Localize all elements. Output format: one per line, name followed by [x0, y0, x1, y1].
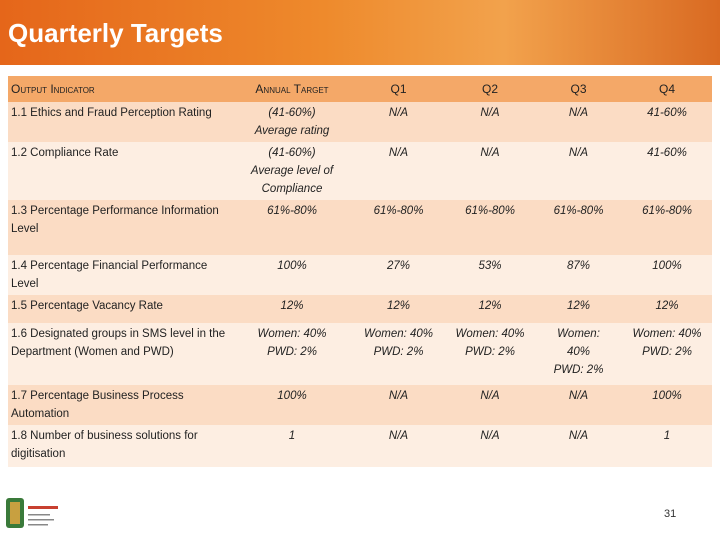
- table-row: 1.1 Ethics and Fraud Perception Rating (4…: [8, 102, 712, 142]
- target-cell: 12%: [445, 295, 535, 323]
- target-cell: Women: 40% PWD: 2%: [232, 323, 352, 385]
- target-cell: N/A: [535, 385, 622, 425]
- table-row: 1.4 Percentage Financial Performance Lev…: [8, 255, 712, 295]
- target-cell: 12%: [232, 295, 352, 323]
- target-cell: N/A: [445, 142, 535, 200]
- column-header: Q3: [535, 76, 622, 102]
- target-cell: Women: 40% PWD: 2%: [622, 323, 712, 385]
- indicator-cell: 1.6 Designated groups in SMS level in th…: [8, 323, 232, 385]
- target-cell: 100%: [622, 255, 712, 295]
- target-cell: (41-60%) Average level of Compliance: [232, 142, 352, 200]
- target-cell: N/A: [352, 425, 445, 467]
- indicator-cell: 1.2 Compliance Rate: [8, 142, 232, 200]
- indicator-cell: 1.3 Percentage Performance Information L…: [8, 200, 232, 255]
- target-cell: 100%: [232, 255, 352, 295]
- target-cell: 61%-80%: [352, 200, 445, 255]
- title-banner: [0, 0, 720, 65]
- target-cell: 41-60%: [622, 102, 712, 142]
- target-cell: Women: 40% PWD: 2%: [535, 323, 622, 385]
- header-row: Output Indicator Annual Target Q1 Q2 Q3 Q4: [8, 76, 712, 102]
- target-cell: 12%: [352, 295, 445, 323]
- slide-title: Quarterly Targets: [8, 18, 223, 48]
- target-cell: 12%: [535, 295, 622, 323]
- indicator-cell: 1.7 Percentage Business Process Automati…: [8, 385, 232, 425]
- target-cell: N/A: [535, 102, 622, 142]
- target-cell: Women: 40% PWD: 2%: [352, 323, 445, 385]
- target-cell: 12%: [622, 295, 712, 323]
- target-cell: N/A: [352, 142, 445, 200]
- target-cell: 1: [232, 425, 352, 467]
- table-row: 1.5 Percentage Vacancy Rate 12% 12% 12% 12% 1…: [8, 295, 712, 323]
- indicator-cell: 1.8 Number of business solutions for dig…: [8, 425, 232, 467]
- target-cell: N/A: [445, 102, 535, 142]
- target-cell: N/A: [535, 425, 622, 467]
- indicator-cell: 1.5 Percentage Vacancy Rate: [8, 295, 232, 323]
- target-cell: (41-60%) Average rating: [232, 102, 352, 142]
- table-row: 1.7 Percentage Business Process Automati…: [8, 385, 712, 425]
- column-header: Output Indicator: [8, 76, 232, 102]
- targets-table: Output Indicator Annual Target Q1 Q2 Q3 Q4 1.…: [8, 76, 712, 467]
- target-cell: 27%: [352, 255, 445, 295]
- target-cell: Women: 40% PWD: 2%: [445, 323, 535, 385]
- target-cell: 100%: [622, 385, 712, 425]
- target-cell: N/A: [352, 385, 445, 425]
- column-header: Q2: [445, 76, 535, 102]
- target-cell: 41-60%: [622, 142, 712, 200]
- column-header: Q1: [352, 76, 445, 102]
- target-cell: 1: [622, 425, 712, 467]
- target-cell: 61%-80%: [445, 200, 535, 255]
- target-cell: 87%: [535, 255, 622, 295]
- table-row: 1.6 Designated groups in SMS level in th…: [8, 323, 712, 385]
- indicator-cell: 1.4 Percentage Financial Performance Lev…: [8, 255, 232, 295]
- column-header: Q4: [622, 76, 712, 102]
- target-cell: N/A: [445, 425, 535, 467]
- table-row: 1.2 Compliance Rate (41-60%) Average leve…: [8, 142, 712, 200]
- page-number: 31: [664, 508, 677, 520]
- target-cell: N/A: [352, 102, 445, 142]
- table-row: 1.8 Number of business solutions for dig…: [8, 425, 712, 467]
- target-cell: 100%: [232, 385, 352, 425]
- logo: [6, 498, 58, 528]
- target-cell: 61%-80%: [535, 200, 622, 255]
- target-cell: N/A: [445, 385, 535, 425]
- target-cell: 53%: [445, 255, 535, 295]
- target-cell: 61%-80%: [232, 200, 352, 255]
- indicator-cell: 1.1 Ethics and Fraud Perception Rating: [8, 102, 232, 142]
- target-cell: 61%-80%: [622, 200, 712, 255]
- table-row: 1.3 Percentage Performance Information L…: [8, 200, 712, 255]
- target-cell: N/A: [535, 142, 622, 200]
- column-header: Annual Target: [232, 76, 352, 102]
